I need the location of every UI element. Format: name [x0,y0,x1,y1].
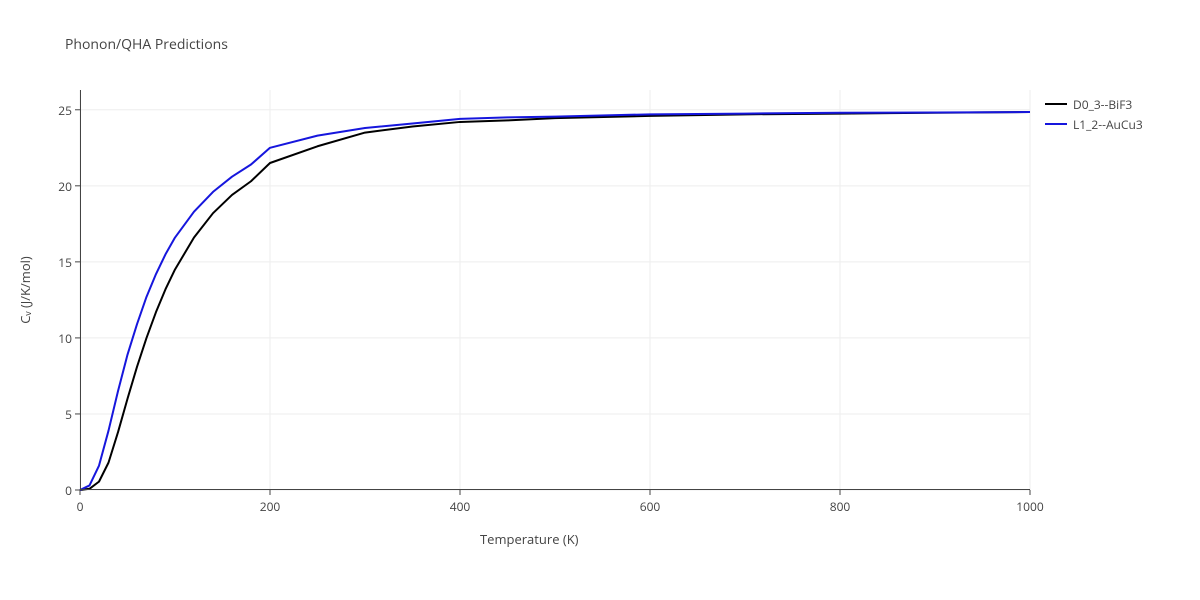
x-tick-label: 600 [630,498,670,515]
legend-item[interactable]: L1_2--AuCu3 [1045,115,1143,133]
x-tick-label: 1000 [1010,498,1050,515]
series-line[interactable] [80,112,1030,490]
y-axis-label: Cᵥ (J/K/mol) [16,256,34,324]
x-axis-label: Temperature (K) [480,530,579,548]
x-tick-label: 800 [820,498,860,515]
y-tick-label: 10 [42,330,72,347]
y-tick-label: 5 [42,406,72,423]
y-tick-label: 0 [42,482,72,499]
chart-plot-area [80,90,1030,490]
legend-item[interactable]: D0_3--BiF3 [1045,95,1143,113]
legend-swatch [1045,103,1067,105]
legend: D0_3--BiF3 L1_2--AuCu3 [1045,95,1143,135]
y-tick-label: 25 [42,102,72,119]
legend-label: L1_2--AuCu3 [1073,116,1143,133]
x-tick-label: 200 [250,498,290,515]
series-line[interactable] [80,112,1030,490]
x-tick-label: 0 [60,498,100,515]
chart-title: Phonon/QHA Predictions [65,35,228,54]
x-tick-label: 400 [440,498,480,515]
y-tick-label: 20 [42,178,72,195]
y-tick-label: 15 [42,254,72,271]
legend-swatch [1045,123,1067,125]
legend-label: D0_3--BiF3 [1073,96,1132,113]
